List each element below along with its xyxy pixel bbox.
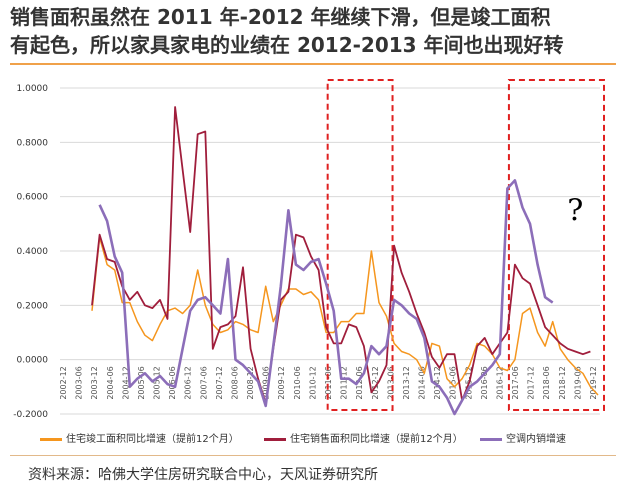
page-title: 销售面积虽然在 2011 年-2012 年继续下滑，但是竣工面积 有起色，所以家… <box>10 3 615 59</box>
highlight-box <box>326 79 394 411</box>
legend-swatch-ac <box>480 437 502 441</box>
x-tick-label: 2012-06 <box>355 366 364 399</box>
series-line-sales <box>91 106 591 405</box>
x-tick-label: 2008-12 <box>246 366 255 399</box>
grid-layer <box>60 87 600 415</box>
title-divider <box>10 63 616 65</box>
legend-swatch-sales <box>264 437 286 441</box>
x-tick-label: 2015-06 <box>449 366 458 399</box>
x-tick-label: 2018-06 <box>542 366 551 399</box>
x-tick-label: 2013-06 <box>386 366 395 399</box>
y-tick-label: 0.8000 <box>17 138 49 148</box>
x-tick-label: 2003-12 <box>90 366 99 399</box>
x-tick-label: 2013-12 <box>402 366 411 399</box>
chart-legend: 住宅竣工面积同比增速（提前12个月） 住宅销售面积同比增速（提前12个月） 空调… <box>40 430 620 448</box>
source-note: 资料来源：哈佛大学住房研究联合中心，天风证券研究所 <box>28 467 378 483</box>
legend-label-sales: 住宅销售面积同比增速（提前12个月） <box>290 434 463 445</box>
x-tick-label: 2012-12 <box>371 366 380 399</box>
y-tick-label: 1.0000 <box>17 84 49 94</box>
x-tick-label: 2006-12 <box>184 366 193 399</box>
x-tick-label: 2011-12 <box>340 366 349 399</box>
x-tick-label: 2010-12 <box>308 366 317 399</box>
x-tick-label: 2019-06 <box>573 366 582 399</box>
x-tick-label: 2016-06 <box>480 366 489 399</box>
legend-label-completion: 住宅竣工面积同比增速（提前12个月） <box>66 434 239 445</box>
legend-item-completion: 住宅竣工面积同比增速（提前12个月） <box>40 430 239 445</box>
x-tick-label: 2017-06 <box>511 366 520 399</box>
legend-item-sales: 住宅销售面积同比增速（提前12个月） <box>264 430 463 445</box>
x-tick-label: 2017-12 <box>527 366 536 399</box>
x-tick-label: 2019-12 <box>589 366 598 399</box>
highlight-box <box>507 79 606 411</box>
x-tick-label: 2018-12 <box>558 366 567 399</box>
legend-label-ac: 空调内销增速 <box>506 434 566 445</box>
x-tick-label: 2004-06 <box>106 366 115 399</box>
x-tick-label: 2006-06 <box>168 366 177 399</box>
y-tick-label: 0.6000 <box>17 193 49 203</box>
highlight-boxes <box>326 79 606 411</box>
source-divider <box>10 455 616 456</box>
y-tick-label: 0.0000 <box>17 356 49 366</box>
x-tick-label: 2005-12 <box>153 366 162 399</box>
question-mark-annotation: ? <box>567 193 583 228</box>
line-chart: -0.2000 0.0000 0.2000 0.4000 0.6000 0.8000 1.0… <box>13 79 606 420</box>
x-tick-label: 2010-06 <box>293 366 302 399</box>
x-tick-label: 2009-12 <box>277 366 286 399</box>
x-tick-labels: 2002-12 2003-06 2003-12 2004-06 2004-12 2005-… <box>59 366 598 399</box>
x-tick-label: 2005-06 <box>137 366 146 399</box>
series-lines <box>91 106 599 416</box>
x-tick-label: 2003-06 <box>75 366 84 399</box>
title-line-1: 销售面积虽然在 2011 年-2012 年继续下滑，但是竣工面积 <box>10 5 551 29</box>
legend-item-ac: 空调内销增速 <box>480 430 566 445</box>
x-tick-label: 2014-12 <box>433 366 442 399</box>
x-tick-label: 2011-06 <box>324 366 333 399</box>
y-tick-label: 0.4000 <box>17 247 49 257</box>
series-line-completion <box>91 236 599 396</box>
x-tick-label: 2016-12 <box>495 366 504 399</box>
x-tick-label: 2002-12 <box>59 366 68 399</box>
series-line-ac <box>98 179 554 416</box>
y-tick-label: -0.2000 <box>13 410 48 420</box>
x-tick-label: 2009-06 <box>262 366 271 399</box>
x-tick-label: 2007-12 <box>215 366 224 399</box>
x-tick-label: 2004-12 <box>121 366 130 399</box>
legend-swatch-completion <box>40 437 62 441</box>
x-tick-label: 2008-06 <box>230 366 239 399</box>
y-tick-label: 0.2000 <box>17 301 49 311</box>
title-line-2: 有起色，所以家具家电的业绩在 2012-2013 年间也出现好转 <box>10 33 564 57</box>
y-tick-labels: -0.2000 0.0000 0.2000 0.4000 0.6000 0.8000 1.0… <box>13 84 48 420</box>
x-tick-label: 2007-06 <box>199 366 208 399</box>
x-tick-label: 2014-06 <box>418 366 427 399</box>
